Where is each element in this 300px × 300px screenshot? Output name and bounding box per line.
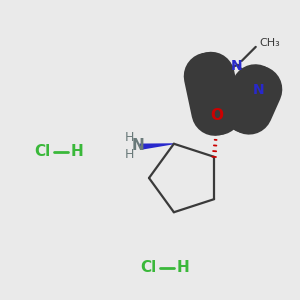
Text: H: H (70, 145, 83, 160)
Text: H: H (125, 148, 135, 161)
Text: N: N (253, 82, 265, 97)
Text: H: H (177, 260, 189, 275)
Text: N: N (131, 138, 144, 153)
Text: N: N (231, 59, 242, 73)
Text: H: H (125, 131, 135, 144)
Text: Cl: Cl (34, 145, 50, 160)
Text: O: O (211, 108, 224, 123)
Polygon shape (140, 143, 174, 150)
Text: Cl: Cl (140, 260, 156, 275)
Text: CH₃: CH₃ (260, 38, 280, 48)
